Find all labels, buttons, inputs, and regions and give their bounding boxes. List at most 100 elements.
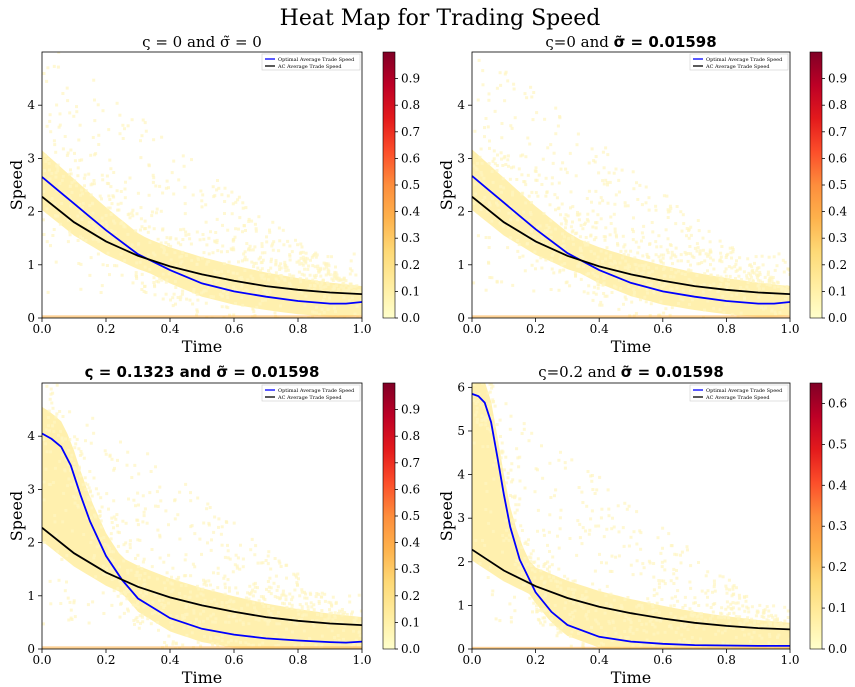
heatmap-cell (209, 637, 213, 641)
x-tick-label: 0.0 (462, 322, 481, 336)
heatmap-cell (233, 563, 237, 567)
heatmap-cell (164, 241, 168, 245)
heatmap-cell (317, 601, 321, 605)
heatmap-cell (101, 178, 105, 182)
heatmap-cell (255, 610, 258, 614)
heatmap-cell (48, 119, 52, 123)
heatmap-cell (340, 613, 344, 617)
heatmap-cell (661, 267, 665, 271)
heatmap-cell (220, 294, 224, 298)
heatmap-cell (601, 259, 604, 263)
y-tick-label: 5 (457, 424, 465, 438)
heatmap-cell (730, 266, 734, 270)
heatmap-cell (308, 273, 312, 277)
heatmap-cell (714, 632, 718, 636)
heatmap-cell (109, 532, 113, 536)
heatmap-cell (637, 604, 641, 607)
heatmap-cell (324, 273, 328, 277)
heatmap-cell (505, 528, 509, 532)
heatmap-cell (42, 218, 45, 222)
heatmap-cell (509, 620, 513, 624)
heatmap-cell (309, 258, 312, 262)
x-tick-label: 1.0 (352, 653, 371, 667)
heatmap-cell (642, 629, 646, 633)
heatmap-cell (171, 296, 175, 300)
heatmap-cell (260, 299, 264, 303)
heatmap-cell (97, 133, 101, 137)
heatmap-cell (119, 602, 123, 606)
heatmap-cell (685, 640, 689, 644)
heatmap-cell (61, 92, 65, 95)
heatmap-cell (526, 173, 530, 177)
heatmap-cell (298, 262, 302, 266)
heatmap-cell (167, 634, 171, 638)
heatmap-cell (544, 592, 548, 596)
heatmap-cell (576, 211, 579, 214)
heatmap-cell (110, 457, 114, 461)
heatmap-cell (571, 579, 575, 583)
heatmap-cell (254, 227, 258, 231)
heatmap-cell (516, 218, 520, 222)
heatmap-cell (312, 624, 316, 628)
heatmap-cell (711, 258, 715, 262)
heatmap-cell (786, 616, 790, 619)
heatmap-cell (767, 609, 771, 613)
heatmap-cell (477, 392, 481, 396)
heatmap-cell (658, 258, 662, 262)
heatmap-cell (284, 563, 288, 567)
legend-entry-label: AC Average Trade Speed (705, 395, 770, 401)
heatmap-cell (500, 157, 503, 161)
heatmap-cell (642, 264, 646, 268)
heatmap-cell (49, 387, 53, 391)
heatmap-cell (572, 601, 575, 605)
heatmap-cell (161, 272, 165, 276)
heatmap-cell (603, 294, 607, 298)
heatmap-cell (54, 171, 58, 175)
heatmap-cell (784, 288, 788, 292)
heatmap-cell (575, 213, 579, 217)
heatmap-cell (128, 216, 132, 220)
heatmap-cell (348, 282, 352, 286)
heatmap-cell (504, 163, 508, 166)
heatmap-cell (339, 278, 343, 282)
heatmap-cell (593, 285, 597, 289)
heatmap-cell (106, 544, 110, 548)
heatmap-cell (606, 488, 610, 492)
heatmap-cell (558, 516, 562, 520)
heatmap-cell (263, 289, 267, 293)
heatmap-cell (472, 164, 476, 168)
heatmap-cell (290, 598, 294, 602)
heatmap-cell (618, 190, 621, 194)
heatmap-cell (670, 596, 674, 600)
heatmap-cell (257, 618, 261, 622)
colorbar-tick-label: 0.5 (828, 178, 847, 192)
y-tick-label: 2 (457, 555, 465, 569)
heatmap-cell (288, 253, 292, 257)
heatmap-cell (761, 287, 765, 291)
heatmap-cell (301, 255, 305, 259)
heatmap-cell (524, 201, 528, 205)
heatmap-cell (776, 285, 780, 289)
heatmap-cell (474, 192, 478, 196)
heatmap-cell (558, 115, 562, 118)
colorbar-tick-label: 0.0 (828, 642, 847, 656)
heatmap-cell (174, 641, 178, 645)
heatmap-cell (622, 544, 626, 548)
heatmap-cell (353, 619, 357, 623)
heatmap-cell (563, 466, 567, 470)
heatmap-cell (252, 310, 256, 314)
heatmap-cell (773, 310, 777, 314)
heatmap-cell (550, 258, 553, 262)
heatmap-cell (623, 619, 627, 623)
heatmap-cell (513, 494, 517, 498)
heatmap-cell (75, 478, 78, 482)
heatmap-cell (750, 617, 754, 621)
heatmap-cell (241, 303, 245, 307)
heatmap-cell (720, 260, 724, 264)
heatmap-cell (268, 287, 272, 291)
heatmap-cell (176, 241, 180, 245)
heatmap-cell (91, 237, 95, 241)
heatmap-cell (755, 276, 759, 280)
heatmap-cell (254, 617, 258, 621)
heatmap-cell (754, 255, 758, 259)
